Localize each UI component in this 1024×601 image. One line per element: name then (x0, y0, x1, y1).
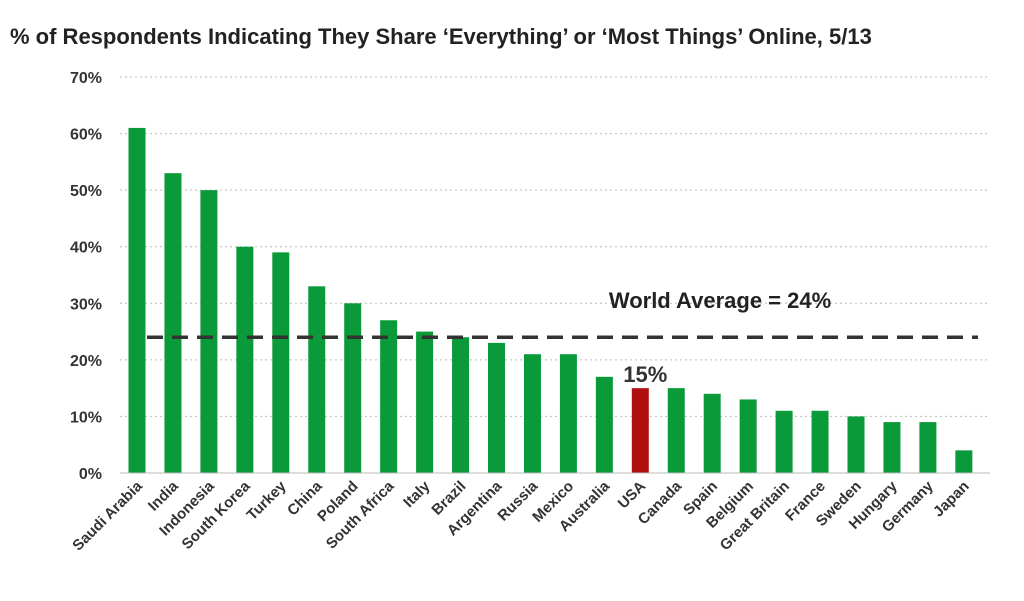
x-tick-label: Japan (930, 478, 973, 521)
bar-germany (919, 422, 937, 473)
bar-spain (703, 393, 721, 473)
bar-south-africa (380, 320, 398, 473)
bar-hungary (883, 422, 901, 473)
gridlines (120, 76, 990, 417)
y-tick-label: 40% (70, 240, 102, 257)
bar-italy (416, 331, 434, 473)
bar-australia (595, 376, 613, 473)
bars: 15% (128, 127, 973, 474)
bar-poland (344, 303, 362, 473)
y-tick-label: 0% (79, 466, 102, 483)
bar-south-korea (236, 246, 254, 473)
bar-usa (631, 388, 649, 473)
bar-sweden (847, 416, 865, 473)
bar-russia (523, 354, 541, 473)
bar-indonesia (200, 190, 218, 473)
bar-great-britain (775, 410, 793, 473)
world-average-label: World Average = 24% (609, 288, 831, 313)
bar-argentina (488, 342, 505, 473)
y-tick-label: 60% (70, 127, 102, 144)
y-tick-label: 10% (70, 409, 102, 426)
bar-japan (955, 450, 973, 473)
bar-brazil (452, 337, 470, 473)
chart-title: % of Respondents Indicating They Share ‘… (10, 24, 872, 49)
bar-canada (667, 388, 685, 473)
x-tick-label: Turkey (244, 477, 290, 523)
bar-belgium (739, 399, 757, 473)
y-tick-label: 30% (70, 296, 102, 313)
y-tick-label: 70% (70, 70, 102, 87)
y-tick-label: 20% (70, 353, 102, 370)
y-axis-ticks: 0% 10% 20% 30% 40% 50% 60% 70% (70, 70, 102, 483)
bar-china (308, 286, 326, 473)
bar-india (164, 173, 182, 473)
world-average-line-group: World Average = 24% (147, 288, 978, 339)
usa-value-label: 15% (623, 362, 667, 387)
y-tick-label: 50% (70, 183, 102, 200)
bar-france (811, 410, 829, 473)
x-tick-label: Saudi Arabia (69, 477, 146, 554)
bar-mexico (559, 354, 577, 473)
bar-turkey (272, 252, 290, 473)
bar-saudi-arabia (128, 127, 146, 474)
